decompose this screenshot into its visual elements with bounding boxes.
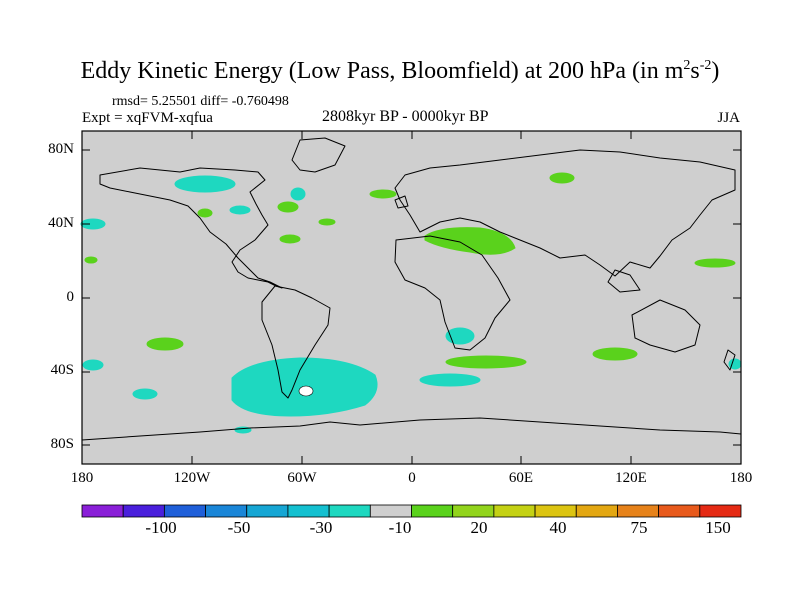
colorbar-segment [287, 504, 330, 518]
region-mediterranean [424, 227, 516, 255]
region-west-pacific [694, 258, 736, 268]
lon-label-180e: 180 [729, 470, 753, 486]
region-greenland [290, 187, 306, 201]
coast-indonesia [607, 269, 641, 293]
colorbar-segment [452, 504, 495, 518]
map-title: Eddy Kinetic Energy (Low Pass, Bloomfiel… [80, 58, 720, 84]
colorbar-label: -50 [227, 518, 251, 537]
colorbar-label: -10 [388, 518, 412, 537]
region-indian-ocean-south [419, 373, 481, 387]
colorbar-label: 75 [630, 518, 648, 537]
colorbar-segment [369, 504, 412, 518]
colorbar-segment [411, 504, 454, 518]
experiment-label: Expt = xqFVM-xqfua [82, 110, 213, 126]
colorbar-segment [617, 504, 660, 518]
lat-label-80s: 80S [50, 436, 74, 452]
coast-eurasia [394, 149, 736, 277]
colorbar-label: -100 [145, 518, 177, 537]
lat-label-0: 0 [66, 289, 75, 305]
region-pacific-west [80, 218, 106, 230]
region-east-canada [229, 205, 251, 215]
axis-ticks [82, 131, 741, 464]
coast-british-isles [394, 195, 409, 209]
coast-australia [631, 299, 701, 353]
colorbar-segment [534, 504, 577, 518]
lon-label-120e: 120E [615, 470, 647, 486]
colorbar-label: 40 [549, 518, 567, 537]
colorbar-segment [163, 504, 206, 518]
colorbar-label: -30 [309, 518, 333, 537]
colorbar-segment [81, 504, 124, 518]
coast-greenland [291, 137, 346, 173]
region-south-indian [445, 355, 527, 369]
region-pacific-tropics [84, 256, 98, 264]
region-pacific-south [82, 359, 104, 371]
region-atlantic-north [318, 218, 336, 226]
colorbar-segment [699, 504, 742, 518]
region-australia-south [592, 347, 638, 361]
region-north-atlantic [369, 189, 397, 199]
region-siberia [549, 172, 575, 184]
colorbar-segment [205, 504, 248, 518]
colorbar-segment [122, 504, 165, 518]
minimum-marker [298, 385, 314, 397]
coast-africa [394, 235, 511, 351]
stats-text: rmsd= 5.25501 diff= -0.760498 [112, 94, 289, 109]
lon-label-0: 0 [408, 470, 416, 486]
lat-label-80n: 80N [48, 141, 74, 157]
colorbar-segment [246, 504, 289, 518]
period-label: 2808kyr BP - 0000kyr BP [322, 108, 489, 125]
coast-south-america [261, 285, 331, 399]
coast-north-america [99, 167, 283, 289]
colorbar-label: 20 [470, 518, 488, 537]
region-south-pacific [132, 388, 158, 400]
region-south-pacific-east [146, 337, 184, 351]
region-newfoundland [277, 201, 299, 213]
lon-label-120w: 120W [173, 470, 211, 486]
region-north-canada [174, 175, 236, 193]
coast-antarctica [81, 417, 742, 441]
region-pacific-north [197, 208, 213, 218]
coastlines [81, 137, 742, 441]
lon-label-180w: 180 [70, 470, 94, 486]
colorbar [81, 504, 742, 518]
colorbar-segment [658, 504, 701, 518]
region-atlantic-mid [279, 234, 301, 244]
region-south-africa [445, 327, 475, 345]
lat-label-40n: 40N [48, 215, 74, 231]
colorbar-segment [328, 504, 371, 518]
colorbar-segment [493, 504, 536, 518]
lon-label-60w: 60W [287, 470, 317, 486]
colorbar-segment [575, 504, 618, 518]
lat-label-40s: 40S [50, 362, 74, 378]
season-label: JJA [717, 110, 740, 126]
lon-label-60e: 60E [508, 470, 534, 486]
colorbar-label: 150 [705, 518, 731, 537]
coast-new-zealand [723, 349, 736, 371]
